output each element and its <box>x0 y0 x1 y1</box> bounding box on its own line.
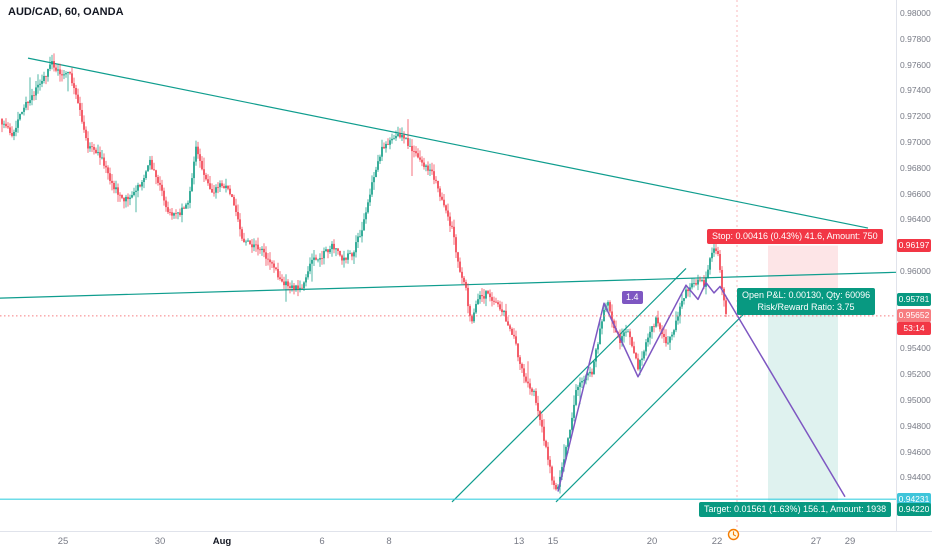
bar-countdown-badge: 53:14 <box>897 322 931 336</box>
symbol-title[interactable]: AUD/CAD, 60, OANDA <box>8 6 124 18</box>
price-tick-label: 0.96800 <box>900 162 931 173</box>
price-axis[interactable]: 0.98000 0.97800 0.97600 0.97400 0.97200 0.970… <box>896 0 932 550</box>
price-tick-label: 0.95200 <box>900 369 931 380</box>
price-tick-label: 0.97400 <box>900 85 931 96</box>
price-tick-label: 0.98000 <box>900 8 931 18</box>
price-tick-label: 0.97000 <box>900 137 931 147</box>
target-label[interactable]: Target: 0.01561 (1.63%) 156.1, Amount: 1… <box>699 501 892 517</box>
support-price-badge: 0.94231 <box>897 492 931 506</box>
time-tick-label: 15 <box>547 536 559 547</box>
time-tick-label: 13 <box>513 536 525 547</box>
time-tick-label: 20 <box>646 536 658 547</box>
time-tick-label: 29 <box>844 536 856 547</box>
stop-label[interactable]: Stop: 0.00416 (0.43%) 41.6, Amount: 750 <box>707 228 883 244</box>
target-price-badge: 0.94220 <box>897 503 931 517</box>
price-tick-label: 0.96600 <box>900 188 931 199</box>
time-tick-label: 8 <box>386 536 392 547</box>
harmonic-pattern[interactable] <box>557 281 846 498</box>
price-tick-label: 0.97600 <box>900 59 931 70</box>
time-tick-label: 27 <box>810 536 822 547</box>
time-tick-label: 30 <box>154 536 166 547</box>
time-tick-label: 22 <box>711 536 723 547</box>
profit-zone[interactable] <box>768 299 838 501</box>
time-tick-label: Aug <box>212 536 232 547</box>
time-tick-label: 6 <box>319 536 325 547</box>
trendlines[interactable] <box>0 57 896 503</box>
pattern-ratio-label[interactable]: 1.4 <box>622 291 643 305</box>
price-tick-label: 0.96000 <box>900 266 931 276</box>
price-tick-label: 0.94600 <box>900 446 931 457</box>
price-tick-label: 0.95000 <box>900 395 931 405</box>
stop-price-badge: 0.96197 <box>897 239 931 253</box>
price-tick-label: 0.94400 <box>900 472 931 483</box>
plot-area <box>0 0 896 531</box>
event-marker-icon[interactable] <box>727 528 740 546</box>
candles <box>1 53 727 494</box>
last-price-badge: 0.95652 <box>897 309 931 323</box>
time-axis[interactable]: 25 30 Aug 6 8 13 15 20 22 27 29 <box>0 531 932 550</box>
open-pnl-label[interactable]: Open P&L: 0.00130, Qty: 60096 Risk/Rewar… <box>737 288 876 315</box>
price-tick-label: 0.97800 <box>900 33 931 44</box>
price-tick-label: 0.94800 <box>900 420 931 431</box>
price-tick-label: 0.96400 <box>900 214 931 225</box>
time-tick-label: 25 <box>57 536 69 547</box>
risk-reward-line: Risk/Reward Ratio: 3.75 <box>757 301 855 312</box>
price-tick-label: 0.97200 <box>900 111 931 122</box>
entry-price-badge: 0.95781 <box>897 292 931 306</box>
open-pnl-line: Open P&L: 0.00130, Qty: 60096 <box>742 290 871 301</box>
price-tick-label: 0.95400 <box>900 343 931 354</box>
